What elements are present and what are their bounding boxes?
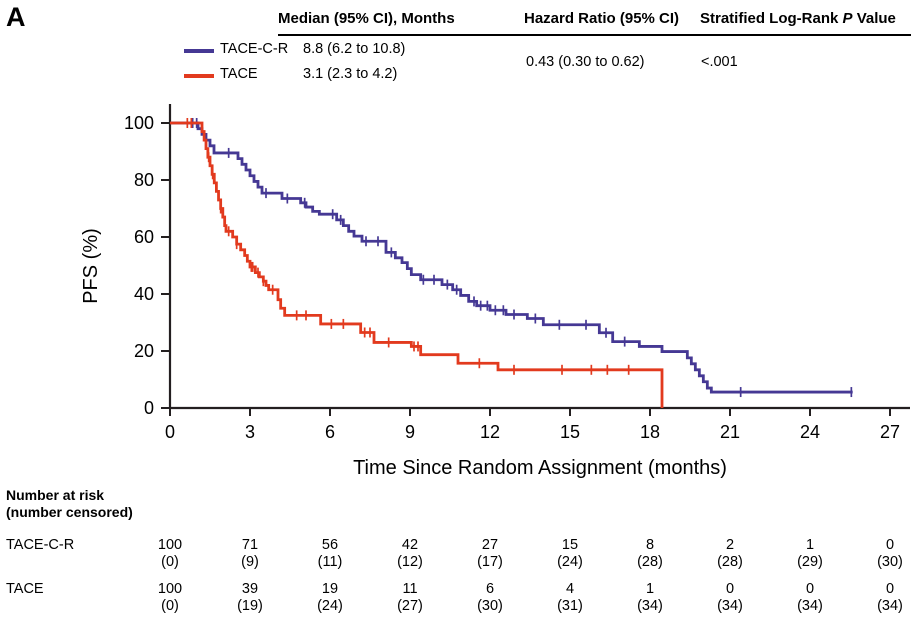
risk-censored-cell: (12) [397,554,423,570]
risk-row-label-tace: TACE [6,581,44,597]
risk-table-title-line1: Number at risk [6,487,105,503]
risk-censored-cell: (17) [477,554,503,570]
risk-censored-cell: (24) [317,598,343,614]
tace-line-swatch [184,74,214,78]
risk-censored-cell: (28) [637,554,663,570]
tace-curve [170,121,664,408]
risk-count-cell: 11 [402,581,418,597]
tace-censor-marks [186,118,630,375]
risk-censored-cell: (34) [717,598,743,614]
x-tick-label: 6 [325,422,335,442]
risk-count-cell: 71 [241,537,259,553]
risk-censored-cell: (30) [477,598,503,614]
y-axis-title: PFS (%) [80,228,102,304]
risk-count-cell: 56 [321,537,339,553]
risk-censored-cell: (34) [637,598,663,614]
risk-censored-cell: (24) [557,554,583,570]
risk-count-cell: 0 [725,581,735,597]
x-tick-label: 27 [880,422,900,442]
risk-censored-cell: (28) [717,554,743,570]
survival-curves [170,118,853,408]
risk-censored-cell: (19) [237,598,263,614]
risk-count-cell: 0 [885,537,895,553]
x-tick-label: 3 [245,422,255,442]
risk-count-cell: 19 [321,581,339,597]
header-underline [278,34,911,36]
risk-censored-cell: (31) [557,598,583,614]
risk-count-cell: 0 [805,581,815,597]
hazard-ratio-value: 0.43 (0.30 to 0.62) [526,54,645,70]
risk-censored-cell: (0) [161,554,179,570]
risk-censored-cell: (29) [797,554,823,570]
y-tick-label: 20 [134,341,154,361]
p-header-suffix: Value [852,10,896,27]
median-value-tace: 3.1 (2.3 to 4.2) [303,66,398,82]
risk-count-cell: 39 [241,581,259,597]
p-value: <.001 [701,54,738,70]
x-tick-label: 18 [640,422,660,442]
axis-titles: Time Since Random Assignment (months) PFS… [80,228,727,479]
risk-count-cell: 2 [725,537,735,553]
risk-count-cell: 0 [885,581,895,597]
y-tick-label: 0 [144,398,154,418]
risk-count-cell: 1 [645,581,655,597]
p-header-prefix: Stratified Log-Rank [700,10,843,27]
risk-row-label-tace-c-r: TACE-C-R [6,537,75,553]
y-tick-label: 40 [134,284,154,304]
x-tick-label: 21 [720,422,740,442]
risk-count-cell: 100 [157,581,183,597]
y-tick-label: 100 [124,113,154,133]
risk-count-cell: 100 [157,537,183,553]
risk-table-title: Number at risk (number censored) [6,487,133,521]
risk-censored-cell: (34) [797,598,823,614]
y-tick-label: 80 [134,170,154,190]
risk-count-cell: 4 [565,581,575,597]
legend-label-tace: TACE [220,66,258,82]
risk-count-cell: 15 [561,537,579,553]
risk-censored-cell: (9) [241,554,259,570]
axes: 0 20 40 60 80 100 0 3 6 9 12 15 18 21 24 27 [124,104,910,442]
x-axis-title: Time Since Random Assignment (months) [353,457,727,479]
risk-censored-cell: (27) [397,598,423,614]
panel-label: A [6,2,26,32]
risk-censored-cell: (0) [161,598,179,614]
risk-censored-cell: (30) [877,554,903,570]
risk-count-cell: 6 [485,581,495,597]
median-value-tace-c-r: 8.8 (6.2 to 10.8) [303,41,406,57]
x-tick-label: 0 [165,422,175,442]
x-tick-label: 15 [560,422,580,442]
risk-count-cell: 8 [645,537,655,553]
x-tick-label: 12 [480,422,500,442]
x-tick-label: 9 [405,422,415,442]
risk-count-cell: 27 [481,537,499,553]
x-tick-label: 24 [800,422,820,442]
hazard-ratio-column-header: Hazard Ratio (95% CI) [524,10,680,27]
p-header-italic-p: P [842,10,853,27]
tace-c-r-curve [170,121,853,394]
risk-censored-cell: (34) [877,598,903,614]
risk-table-title-line2: (number censored) [6,504,133,520]
y-tick-label: 60 [134,227,154,247]
risk-censored-cell: (11) [317,554,343,570]
risk-count-cell: 42 [401,537,419,553]
legend-label-tace-c-r: TACE-C-R [220,41,289,57]
risk-count-cell: 1 [805,537,815,553]
tace-c-r-line-swatch [184,49,214,53]
median-column-header: Median (95% CI), Months [278,10,455,27]
p-value-column-header: Stratified Log-Rank P Value [700,10,896,27]
tace-c-r-censor-marks [191,118,853,398]
